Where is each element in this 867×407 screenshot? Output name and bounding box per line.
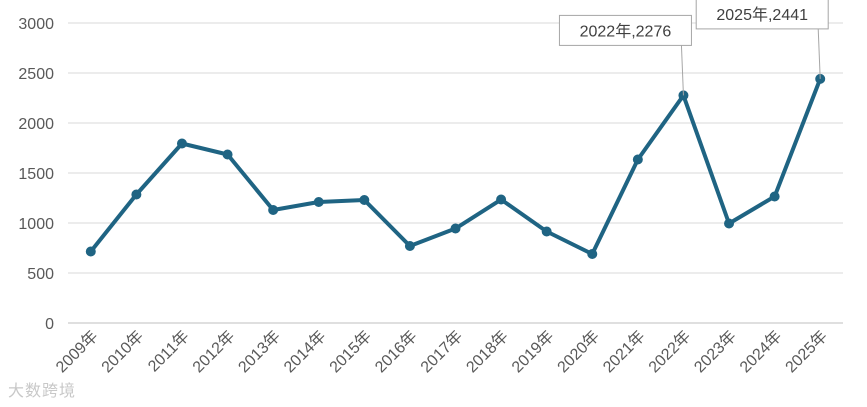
- data-point: [222, 149, 233, 160]
- x-tick-label: 2024年: [736, 327, 785, 376]
- x-tick-label: 2018年: [463, 327, 512, 376]
- callout-leader: [680, 45, 684, 96]
- y-axis-ticks: 0 500 1000 1500 2000 2500 3000: [18, 16, 54, 333]
- x-tick-label: 2019年: [508, 327, 557, 376]
- x-tick-label: 2020年: [554, 327, 603, 376]
- data-point: [176, 138, 187, 149]
- x-tick-label: 2025年: [782, 327, 831, 376]
- x-tick-label: 2021年: [599, 327, 648, 376]
- data-point: [724, 218, 735, 229]
- x-tick-label: 2010年: [98, 327, 147, 376]
- data-point: [496, 194, 507, 205]
- data-point: [359, 195, 370, 205]
- callout-label: 2025年,2441: [716, 6, 808, 24]
- y-tick-label: 1000: [18, 216, 54, 233]
- x-tick-label: 2014年: [280, 327, 329, 376]
- data-point: [587, 249, 598, 259]
- x-tick-label: 2023年: [691, 327, 740, 376]
- y-tick-label: 2000: [18, 116, 54, 133]
- series-points: [85, 73, 826, 259]
- x-tick-label: 2017年: [417, 327, 466, 376]
- x-tick-label: 2016年: [372, 327, 421, 376]
- y-tick-label: 0: [45, 316, 54, 333]
- x-tick-label: 2011年: [144, 327, 192, 375]
- data-point: [450, 223, 461, 234]
- callout-leader: [817, 28, 821, 79]
- watermark-text: 大数跨境: [8, 381, 77, 400]
- data-point: [404, 241, 415, 251]
- x-tick-label: 2022年: [645, 327, 694, 376]
- data-point: [632, 154, 643, 165]
- data-point: [85, 246, 96, 257]
- x-axis-ticks: 2009年2010年2011年2012年2013年2014年2015年2016年…: [52, 327, 831, 376]
- watermark-logo: 大数跨境: [8, 377, 76, 401]
- y-tick-label: 1500: [18, 166, 54, 183]
- data-callouts: 2022年,2276 2025年,2441: [558, 0, 829, 96]
- callout-label: 2022年,2276: [580, 22, 672, 40]
- y-tick-label: 500: [27, 266, 54, 283]
- x-tick-label: 2009年: [52, 327, 101, 376]
- data-point: [268, 205, 279, 215]
- data-point: [541, 226, 552, 237]
- y-tick-label: 3000: [18, 16, 54, 33]
- callout-box: [558, 14, 692, 46]
- data-point: [131, 189, 142, 200]
- data-point: [313, 197, 324, 207]
- y-tick-label: 2500: [18, 66, 54, 83]
- x-tick-label: 2015年: [326, 327, 375, 376]
- callout-box: [695, 0, 829, 30]
- grid-lines: [68, 22, 843, 324]
- data-point: [769, 191, 780, 202]
- x-tick-label: 2012年: [189, 327, 238, 376]
- x-tick-label: 2013年: [235, 327, 284, 376]
